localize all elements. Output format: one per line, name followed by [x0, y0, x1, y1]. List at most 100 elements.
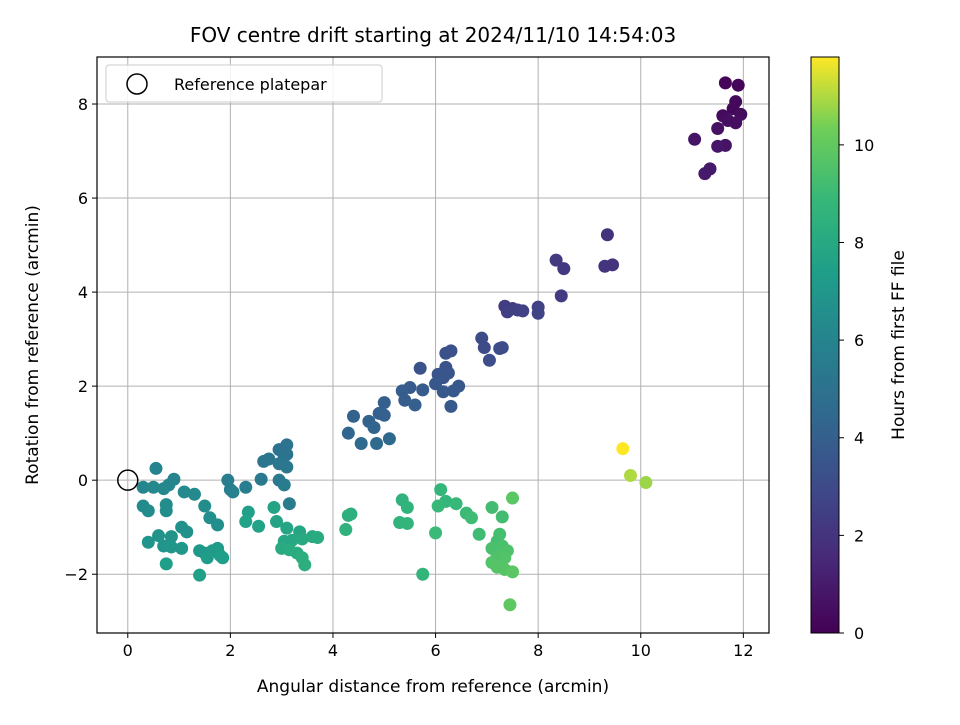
- data-point: [280, 460, 294, 474]
- data-point: [400, 516, 414, 530]
- x-tick-label: 12: [733, 641, 753, 660]
- reference-platepar-marker: [117, 469, 139, 491]
- data-point: [639, 476, 653, 490]
- x-tick-label: 6: [430, 641, 440, 660]
- data-point: [503, 598, 517, 612]
- chart-title: FOV centre drift starting at 2024/11/10 …: [190, 23, 676, 47]
- data-point: [298, 558, 312, 572]
- data-point: [339, 523, 353, 537]
- y-tick-label: −2: [64, 565, 88, 584]
- x-axis-ticks: 0 2 4 6 8 10 12: [123, 633, 754, 660]
- data-point: [413, 361, 427, 375]
- data-point: [277, 478, 291, 492]
- data-point: [447, 384, 461, 398]
- data-point: [429, 377, 443, 391]
- grid-lines: [97, 57, 769, 633]
- data-point: [200, 551, 214, 565]
- data-point: [688, 132, 702, 146]
- data-point: [152, 529, 166, 543]
- data-point: [239, 480, 253, 494]
- data-point: [449, 497, 463, 511]
- legend-box: [105, 64, 383, 103]
- x-tick-label: 0: [123, 641, 133, 660]
- data-point: [482, 353, 496, 367]
- data-point: [434, 483, 448, 497]
- data-point: [280, 521, 294, 535]
- data-point: [711, 139, 725, 153]
- data-point: [149, 461, 163, 475]
- data-point: [146, 480, 160, 494]
- data-point: [506, 491, 520, 505]
- data-point: [187, 487, 201, 501]
- data-point: [472, 527, 486, 541]
- data-point: [377, 396, 391, 410]
- data-point: [159, 504, 173, 518]
- x-tick-label: 4: [328, 641, 338, 660]
- data-point: [429, 526, 443, 540]
- data-point: [311, 531, 325, 545]
- data-point: [444, 399, 458, 413]
- data-point: [495, 510, 509, 524]
- data-point: [198, 499, 212, 513]
- data-point: [382, 432, 396, 446]
- data-point: [295, 532, 309, 546]
- data-point: [398, 393, 412, 407]
- data-point: [136, 480, 150, 494]
- data-point: [267, 500, 281, 514]
- data-point: [282, 497, 296, 511]
- data-point: [254, 472, 268, 486]
- data-point: [367, 421, 381, 435]
- data-point: [159, 557, 173, 571]
- data-point: [370, 437, 384, 451]
- data-point: [616, 442, 630, 456]
- data-points: [136, 76, 748, 612]
- colorbar-tick-label: 10: [854, 136, 874, 155]
- data-point: [408, 398, 422, 412]
- reference-marker-layer: [117, 469, 139, 491]
- data-point: [177, 485, 191, 499]
- data-point: [226, 485, 240, 499]
- data-point: [416, 383, 430, 397]
- data-point: [698, 167, 712, 181]
- data-point: [600, 228, 614, 242]
- data-point: [623, 468, 637, 482]
- data-point: [549, 253, 563, 267]
- data-point: [554, 289, 568, 303]
- data-point: [731, 78, 745, 92]
- data-point: [718, 76, 732, 90]
- y-tick-label: 2: [78, 377, 88, 396]
- data-point: [439, 346, 453, 360]
- data-point: [606, 258, 620, 272]
- data-point: [239, 515, 253, 529]
- data-point: [141, 504, 155, 518]
- colorbar-tick-label: 2: [854, 526, 864, 545]
- plot-area-frame: [96, 56, 770, 634]
- data-point: [485, 500, 499, 514]
- x-axis-label: Angular distance from reference (arcmin): [257, 677, 609, 697]
- legend-reference-marker: [126, 73, 148, 95]
- data-point: [531, 306, 545, 320]
- legend: Reference platepar: [105, 64, 383, 103]
- data-point: [141, 535, 155, 549]
- data-point: [341, 426, 355, 440]
- colorbar-tick-label: 0: [854, 624, 864, 643]
- data-point: [495, 341, 509, 355]
- y-axis-ticks: −2 0 2 4 6 8: [64, 95, 97, 584]
- data-point: [164, 530, 178, 544]
- data-point: [500, 305, 514, 319]
- y-tick-label: 4: [78, 283, 88, 302]
- data-point: [506, 565, 520, 579]
- data-point: [436, 385, 450, 399]
- colorbar-tick-label: 8: [854, 233, 864, 252]
- data-point: [270, 515, 284, 529]
- colorbar-label: Hours from first FF file: [889, 250, 909, 440]
- data-point: [257, 454, 271, 468]
- data-point: [557, 262, 571, 276]
- y-tick-label: 8: [78, 95, 88, 114]
- data-point: [157, 482, 171, 496]
- data-point: [711, 121, 725, 135]
- data-point: [516, 304, 530, 318]
- data-point: [729, 116, 743, 130]
